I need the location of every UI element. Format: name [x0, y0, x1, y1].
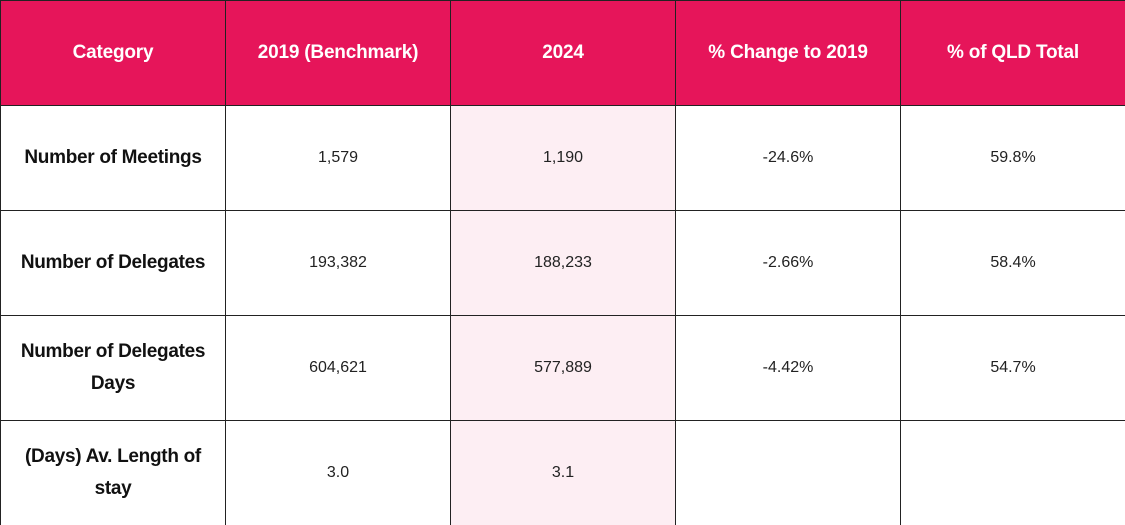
cell-pct-qld-total: 59.8% — [900, 105, 1125, 211]
header-category: Category — [0, 0, 226, 106]
row-label-delegates: Number of Delegates — [0, 210, 226, 316]
cell-2024: 577,889 — [450, 315, 676, 421]
cell-change-to-2019 — [675, 420, 901, 525]
table-row: Number of Meetings 1,579 1,190 -24.6% 59… — [0, 105, 1125, 211]
cell-2019-benchmark: 193,382 — [225, 210, 451, 316]
row-label-delegate-days: Number of Delegates Days — [0, 315, 226, 421]
cell-2024: 3.1 — [450, 420, 676, 525]
cell-2019-benchmark: 1,579 — [225, 105, 451, 211]
table-header: Category 2019 (Benchmark) 2024 % Change … — [0, 0, 1125, 106]
cell-change-to-2019: -2.66% — [675, 210, 901, 316]
header-pct-qld-total: % of QLD Total — [900, 0, 1125, 106]
cell-2024: 1,190 — [450, 105, 676, 211]
table-row: (Days) Av. Length of stay 3.0 3.1 — [0, 420, 1125, 525]
cell-2024: 188,233 — [450, 210, 676, 316]
cell-change-to-2019: -24.6% — [675, 105, 901, 211]
cell-pct-qld-total: 54.7% — [900, 315, 1125, 421]
header-change-to-2019: % Change to 2019 — [675, 0, 901, 106]
row-label-meetings: Number of Meetings — [0, 105, 226, 211]
header-2024: 2024 — [450, 0, 676, 106]
cell-2019-benchmark: 3.0 — [225, 420, 451, 525]
header-2019-benchmark: 2019 (Benchmark) — [225, 0, 451, 106]
cell-2019-benchmark: 604,621 — [225, 315, 451, 421]
header-row: Category 2019 (Benchmark) 2024 % Change … — [0, 0, 1125, 106]
cell-change-to-2019: -4.42% — [675, 315, 901, 421]
table-body: Number of Meetings 1,579 1,190 -24.6% 59… — [0, 105, 1125, 525]
table-row: Number of Delegates Days 604,621 577,889… — [0, 315, 1125, 421]
table-row: Number of Delegates 193,382 188,233 -2.6… — [0, 210, 1125, 316]
cell-pct-qld-total — [900, 420, 1125, 525]
cell-pct-qld-total: 58.4% — [900, 210, 1125, 316]
row-label-length-of-stay: (Days) Av. Length of stay — [0, 420, 226, 525]
